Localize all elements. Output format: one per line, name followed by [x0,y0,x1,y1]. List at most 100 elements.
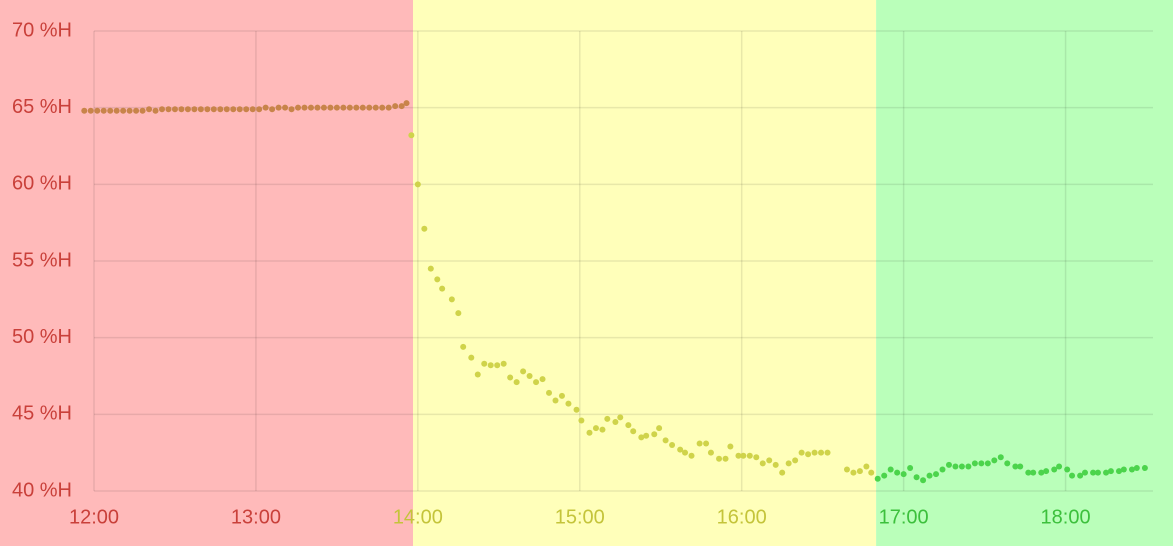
data-point [824,449,831,456]
data-point [439,285,446,292]
data-point [682,449,689,456]
x-tick-label: 17:00 [879,506,929,528]
data-point [468,354,475,361]
data-point [526,373,533,379]
data-point [1043,468,1050,475]
data-point [727,443,734,450]
data-point [366,104,373,111]
data-point [984,460,991,467]
data-point [81,107,88,114]
data-point [1120,466,1127,473]
zone-band [876,0,1173,546]
data-point [230,106,237,113]
data-point [236,106,243,113]
zone-band [412,0,877,546]
data-point [735,452,742,459]
data-point [552,397,559,404]
data-point [333,104,340,111]
data-point [558,392,565,399]
data-point [427,265,434,272]
data-point [353,104,360,111]
data-point [217,106,224,113]
data-point [171,106,178,113]
data-point [1115,468,1122,475]
data-point [421,225,428,232]
data-point [913,474,920,481]
data-point [703,440,710,447]
data-point [379,104,386,111]
data-point [933,471,940,478]
data-point [513,379,520,386]
data-point [843,466,850,473]
data-point [696,440,703,447]
data-point [288,106,295,113]
data-point [146,106,153,113]
data-point [1038,469,1045,476]
x-tick-label: 16:00 [717,506,767,528]
y-tick-label: 50 %H [12,326,72,348]
data-point [282,104,289,111]
x-tick-label: 15:00 [555,506,605,528]
data-point [573,406,580,413]
data-point [1128,466,1135,473]
data-point [133,107,140,114]
data-point [385,104,392,111]
data-point [1030,469,1037,476]
data-point [716,455,723,462]
data-point [126,107,133,114]
data-point [811,449,818,456]
data-point [507,374,514,381]
data-point [249,106,256,113]
data-point [243,106,250,113]
data-point [805,451,812,458]
y-tick-label: 70 %H [12,19,72,41]
data-point [863,463,870,470]
data-point [1069,472,1076,479]
y-tick-label: 55 %H [12,249,72,271]
y-tick-label: 40 %H [12,479,72,501]
data-point [907,465,914,471]
data-point [599,426,606,433]
data-point [630,428,637,435]
y-tick-label: 45 %H [12,403,72,425]
data-point [688,452,695,459]
data-point [753,454,760,461]
data-point [327,104,334,111]
data-point [1012,463,1019,470]
data-point [372,104,379,111]
data-point [520,368,527,375]
data-point [1025,469,1032,476]
data-point [165,106,172,113]
data-point [856,468,863,475]
data-point [766,457,773,464]
data-point [1107,468,1114,475]
data-point [1090,469,1097,476]
data-point [785,460,792,467]
x-tick-label: 18:00 [1041,506,1091,528]
data-point [314,104,321,111]
data-point [184,106,191,113]
data-point [295,104,302,111]
data-point [408,132,415,139]
data-point [533,379,540,386]
data-point [107,107,114,114]
data-point [952,463,959,470]
data-point [792,457,799,464]
data-point [178,106,185,113]
data-point [617,414,624,421]
data-point [945,461,952,468]
data-point [120,107,127,114]
data-point [978,460,985,467]
data-point [455,310,462,317]
data-point [965,463,972,470]
y-tick-label: 65 %H [12,96,72,118]
data-point [759,460,766,467]
data-point [722,455,729,462]
data-point [256,106,263,113]
data-point [204,106,211,113]
data-point [1141,465,1148,471]
data-point [746,452,753,459]
data-point [651,431,658,438]
data-point [152,107,159,114]
